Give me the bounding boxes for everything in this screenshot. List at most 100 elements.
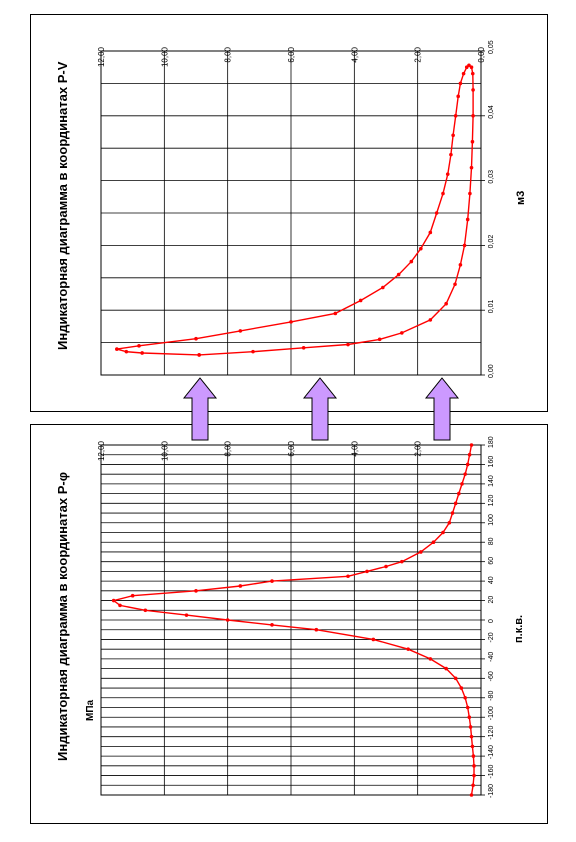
data-point xyxy=(471,88,475,92)
y-tick-label: 12,00 xyxy=(97,440,106,461)
data-point xyxy=(377,337,382,342)
data-point xyxy=(194,336,198,341)
x-tick-label: -180 xyxy=(488,784,495,798)
data-point xyxy=(115,347,119,351)
data-point xyxy=(381,285,385,290)
y-tick-label: 4,00 xyxy=(350,440,359,456)
x-tick-label: -160 xyxy=(488,764,495,778)
data-point xyxy=(467,452,472,457)
x-tick-label: 20 xyxy=(488,596,495,604)
data-point xyxy=(124,349,129,354)
data-point xyxy=(301,345,306,350)
data-point xyxy=(365,569,369,574)
x-tick-label: 0,01 xyxy=(488,299,495,313)
data-point xyxy=(457,491,461,496)
data-point xyxy=(468,191,472,196)
y-tick-label: 8,00 xyxy=(224,46,233,62)
data-point xyxy=(460,482,464,486)
x-tick-label: 40 xyxy=(488,576,495,584)
data-point xyxy=(238,584,243,588)
data-point xyxy=(289,320,293,324)
data-point xyxy=(449,152,453,157)
chart-plot-p-phi: 2,00 4,00 6,00 8,00 10,00 12,00 -180 -160 -140 -1… xyxy=(97,436,495,798)
data-point xyxy=(459,686,464,690)
x-tick-label: 0,05 xyxy=(488,40,495,54)
y-tick-label: 8,00 xyxy=(224,440,233,456)
data-point xyxy=(461,71,466,76)
x-tick-label: 160 xyxy=(488,456,495,468)
data-point xyxy=(458,263,463,267)
data-point xyxy=(469,734,474,739)
up-arrow-icon xyxy=(182,377,218,441)
data-point xyxy=(419,246,423,251)
y-tick-label: 10,00 xyxy=(160,440,169,461)
data-point xyxy=(462,243,467,248)
data-point xyxy=(419,550,423,554)
data-point xyxy=(465,705,470,710)
data-point xyxy=(409,259,414,264)
data-point xyxy=(463,695,467,700)
data-point xyxy=(396,272,401,277)
x-tick-label: 0,00 xyxy=(488,364,495,378)
data-point xyxy=(314,627,319,632)
up-arrow-icon xyxy=(424,377,460,441)
x-tick-label: 0,03 xyxy=(488,170,495,184)
data-point xyxy=(406,647,410,651)
x-tick-label: -140 xyxy=(488,745,495,759)
data-point xyxy=(458,81,463,86)
data-point xyxy=(470,139,475,144)
data-point xyxy=(470,744,475,749)
data-point xyxy=(358,298,363,303)
data-point xyxy=(270,623,274,627)
data-point xyxy=(140,351,144,355)
data-point xyxy=(470,71,475,76)
data-point xyxy=(194,589,198,593)
data-point xyxy=(453,501,458,506)
x-tick-label: 140 xyxy=(488,475,495,487)
x-tick-label: -100 xyxy=(488,706,495,720)
chart-panel-p-v: Индикаторная диаграмма в координатах P-V… xyxy=(30,14,548,412)
data-point xyxy=(447,520,452,525)
x-tick-label: 0 xyxy=(488,619,495,623)
x-tick-label: -80 xyxy=(488,691,495,701)
data-point xyxy=(400,559,404,564)
data-point xyxy=(130,593,135,598)
x-tick-label: -20 xyxy=(488,632,495,642)
y-tick-label: 2,00 xyxy=(414,440,423,456)
data-point xyxy=(346,342,350,347)
y-tick-label: 0,00 xyxy=(477,46,486,62)
data-point xyxy=(118,603,122,608)
chart-panel-p-phi: Индикаторная диаграмма в координатах P-φ… xyxy=(30,424,548,824)
data-point xyxy=(472,764,476,768)
data-point xyxy=(251,349,255,354)
x-tick-label: 80 xyxy=(488,537,495,545)
data-point xyxy=(184,613,189,617)
data-point xyxy=(400,331,404,335)
data-point xyxy=(463,472,467,476)
data-point xyxy=(453,676,458,681)
data-point xyxy=(453,114,458,118)
data-point xyxy=(434,211,439,215)
data-point xyxy=(137,344,141,348)
x-tick-label: 100 xyxy=(488,514,495,526)
x-tick-label: 0,04 xyxy=(488,105,495,119)
x-tick-label: -60 xyxy=(488,671,495,681)
data-point xyxy=(428,657,433,661)
data-point xyxy=(431,540,436,545)
data-point xyxy=(465,462,470,467)
data-point xyxy=(445,172,450,176)
data-point xyxy=(471,754,476,758)
up-arrow-icon xyxy=(302,377,338,441)
y-tick-label: 2,00 xyxy=(414,46,423,62)
data-point xyxy=(197,353,201,357)
data-point xyxy=(238,329,243,333)
data-point xyxy=(453,282,457,287)
data-point xyxy=(472,773,476,778)
chart-plot-p-v: 0,00 2,00 4,00 6,00 8,00 10,00 12,00 0,00 0,01 0,… xyxy=(97,40,495,378)
data-point xyxy=(465,217,470,222)
data-point xyxy=(471,114,475,118)
data-point xyxy=(428,318,433,322)
data-point xyxy=(441,530,445,535)
x-tick-label: -40 xyxy=(488,652,495,662)
